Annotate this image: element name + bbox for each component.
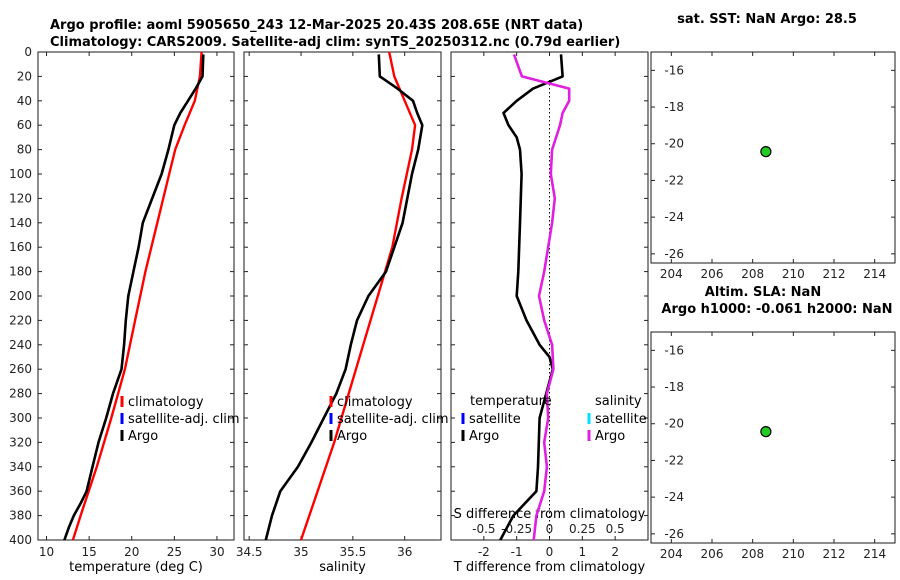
x-tick-label: 210 [782, 547, 805, 561]
figure-title-line2: Climatology: CARS2009. Satellite-adj cli… [50, 35, 620, 50]
y-tick-label: 280 [9, 387, 32, 401]
y-tick-label: 320 [9, 435, 32, 449]
figure-title-line1: Argo profile: aoml 5905650_243 12-Mar-20… [50, 18, 583, 33]
y-tick-label: 360 [9, 484, 32, 498]
x-axis-label: salinity [319, 560, 366, 575]
series-line-argo [264, 54, 424, 541]
x-tick-label: 35.5 [340, 545, 367, 559]
y-tick-label: -26 [664, 247, 684, 261]
series-line-climatology [299, 51, 417, 541]
series-line-argo [63, 54, 205, 541]
series-line-t-difference [499, 54, 564, 541]
x-tick-label: 212 [823, 547, 846, 561]
series-line-s-difference [512, 53, 571, 541]
legend-entry: Argo [337, 429, 367, 444]
y-tick-label: 0 [24, 45, 32, 59]
float-location-marker [760, 146, 772, 158]
y-tick-label: 160 [9, 240, 32, 254]
y-tick-label: 180 [9, 265, 32, 279]
x-tick-label: -1 [511, 545, 523, 559]
map-title: sat. SST: NaN Argo: 28.5 [677, 12, 857, 27]
legend-entry: Argo [128, 429, 158, 444]
y-tick-label: -16 [664, 63, 684, 77]
x-tick-label: 35 [293, 545, 308, 559]
legend-entry: satellite [469, 412, 521, 427]
x2-tick-label: 0.25 [569, 522, 596, 536]
y-tick-label: -26 [664, 527, 684, 541]
sla-map-axes [650, 331, 896, 544]
y-tick-label: -20 [664, 137, 684, 151]
x-tick-label: 30 [209, 545, 224, 559]
y-tick-label: 140 [9, 216, 32, 230]
legend-entry: Argo [595, 429, 625, 444]
x-tick-label: 1 [579, 545, 587, 559]
y-tick-label: 100 [9, 167, 32, 181]
y-tick-label: 340 [9, 460, 32, 474]
y-tick-label: -20 [664, 417, 684, 431]
x-tick-label: 206 [701, 547, 724, 561]
legend-entry: climatology [128, 395, 204, 410]
x-tick-label: -2 [478, 545, 490, 559]
x-tick-label: 214 [863, 267, 886, 281]
y-tick-label: 200 [9, 289, 32, 303]
y-tick-label: 40 [17, 94, 32, 108]
y-tick-label: -24 [664, 210, 684, 224]
legend-title-temperature: temperature [470, 394, 552, 409]
x-axis-label: T difference from climatology [453, 560, 646, 575]
x-axis-label: temperature (deg C) [69, 560, 203, 575]
map-subtitle: Argo h1000: -0.061 h2000: NaN [661, 302, 892, 317]
x-tick-label: 204 [660, 547, 683, 561]
temperature-axes [37, 51, 235, 541]
legend-entry: climatology [337, 395, 413, 410]
float-location-marker [760, 426, 772, 438]
legend-entry: satellite [595, 412, 647, 427]
y-tick-label: -16 [664, 343, 684, 357]
y-tick-label: 20 [17, 69, 32, 83]
x-tick-label: 212 [823, 267, 846, 281]
series-line-climatology [71, 51, 203, 541]
x-tick-label: 206 [701, 267, 724, 281]
x-tick-label: 34.5 [236, 545, 263, 559]
x-tick-label: 25 [167, 545, 182, 559]
map-title: Altim. SLA: NaN [705, 285, 821, 300]
legend-entry: satellite-adj. clim [128, 412, 240, 427]
x-tick-label: 20 [124, 545, 139, 559]
y-tick-label: 60 [17, 118, 32, 132]
salinity-axes [243, 51, 442, 541]
x-tick-label: 15 [81, 545, 96, 559]
y-tick-label: 120 [9, 191, 32, 205]
x-tick-label: 208 [741, 267, 764, 281]
x-tick-label: 214 [863, 547, 886, 561]
x-tick-label: 2 [611, 545, 619, 559]
legend-title-salinity: salinity [595, 394, 642, 409]
y-tick-label: 300 [9, 411, 32, 425]
x-tick-label: 210 [782, 267, 805, 281]
x-tick-label: 0 [546, 545, 554, 559]
y-tick-label: 80 [17, 143, 32, 157]
y-tick-label: -22 [664, 173, 684, 187]
y-tick-label: -18 [664, 380, 684, 394]
x-tick-label: 10 [39, 545, 54, 559]
x-tick-label: 36 [397, 545, 412, 559]
x2-tick-label: -0.5 [472, 522, 495, 536]
y-tick-label: 380 [9, 509, 32, 523]
legend-entry: satellite-adj. clim [337, 412, 449, 427]
x-tick-label: 208 [741, 547, 764, 561]
y-tick-label: 220 [9, 313, 32, 327]
y-tick-label: -24 [664, 490, 684, 504]
y-tick-label: -22 [664, 453, 684, 467]
x2-tick-label: 0.5 [606, 522, 625, 536]
legend-entry: Argo [469, 429, 499, 444]
y-tick-label: 260 [9, 362, 32, 376]
x-tick-label: 204 [660, 267, 683, 281]
x2-axis-label: S difference from climatology [454, 507, 646, 522]
sst-map-axes [650, 51, 896, 264]
y-tick-label: 240 [9, 338, 32, 352]
y-tick-label: 400 [9, 533, 32, 547]
y-tick-label: -18 [664, 100, 684, 114]
